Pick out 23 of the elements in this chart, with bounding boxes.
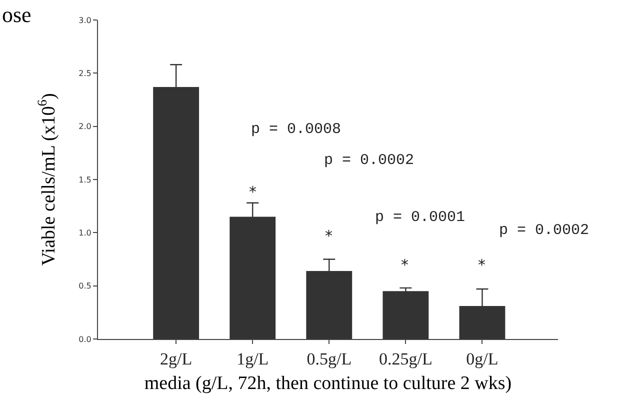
annotation: * (401, 256, 409, 274)
annotation: p = 0.0002 (324, 152, 414, 169)
y-tick-label: 3.0 (78, 16, 92, 25)
y-tick-label: 1.0 (78, 228, 92, 238)
annotation: * (249, 183, 257, 201)
y-tick-label: 1.5 (78, 175, 92, 184)
y-tick-label: 2.5 (78, 68, 92, 78)
x-tick-label: 0.5g/L (306, 349, 352, 368)
annotation: p = 0.0002 (499, 222, 590, 239)
annotation: p = 0.0008 (251, 121, 342, 138)
chart-title: ose (2, 2, 32, 27)
y-tick-label: 0.5 (78, 282, 92, 291)
annotation: p = 0.0001 (375, 209, 466, 226)
x-tick-label: 2g/L (160, 349, 192, 368)
x-tick-label: 0.25g/L (379, 349, 432, 368)
x-axis-title: media (g/L, 72h, then continue to culture 2 wks) (144, 373, 512, 394)
annotation: * (478, 256, 486, 274)
y-tick-label: 0.0 (78, 334, 92, 344)
annotation: * (325, 227, 333, 245)
bar (382, 291, 429, 339)
y-tick-label: 2.0 (78, 122, 92, 132)
x-tick-label: 1g/L (236, 349, 269, 368)
x-tick-label: 0g/L (466, 349, 498, 368)
